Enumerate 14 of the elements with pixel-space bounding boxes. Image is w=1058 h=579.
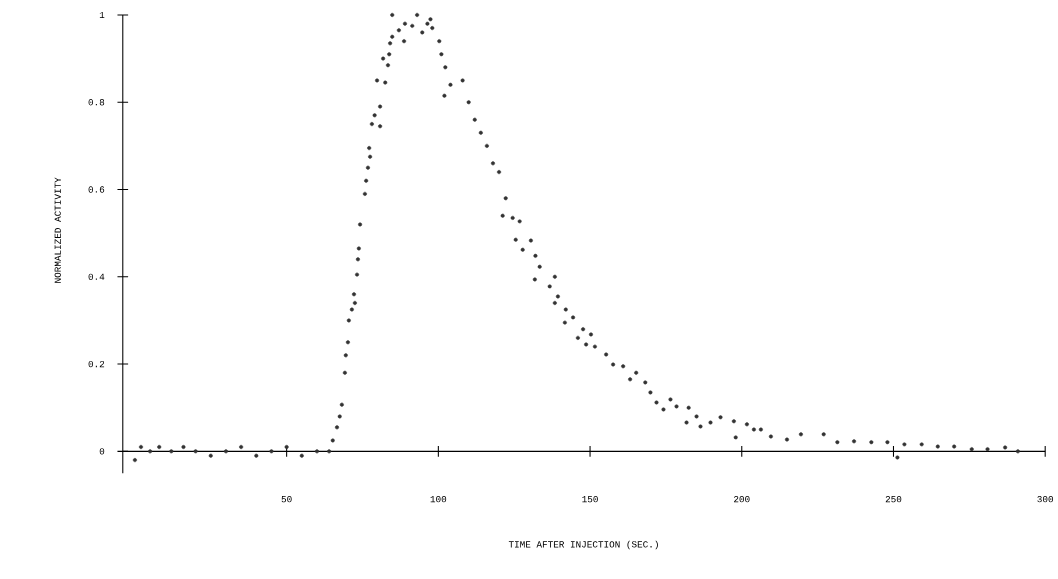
y-tick-label: 0.6: [88, 186, 105, 193]
x-tick-label: 100: [430, 495, 447, 503]
y-tick-label: 0: [99, 448, 105, 455]
x-tick-label: 300: [1037, 495, 1053, 503]
y-axis-title: NORMALIZED ACTIVITY: [54, 177, 61, 283]
y-tick-label: 0.8: [88, 99, 105, 106]
x-axis-title: TIME AFTER INJECTION (SEC.): [508, 540, 658, 550]
x-tick-label: 200: [734, 495, 750, 503]
y-tick-label: 0.4: [88, 273, 105, 280]
y-tick-label: 1: [99, 11, 105, 19]
x-tick-label: 250: [885, 495, 902, 503]
x-tick-label: 150: [582, 495, 598, 503]
y-tick-label: 0.2: [88, 360, 105, 368]
x-tick-label: 50: [281, 495, 292, 503]
